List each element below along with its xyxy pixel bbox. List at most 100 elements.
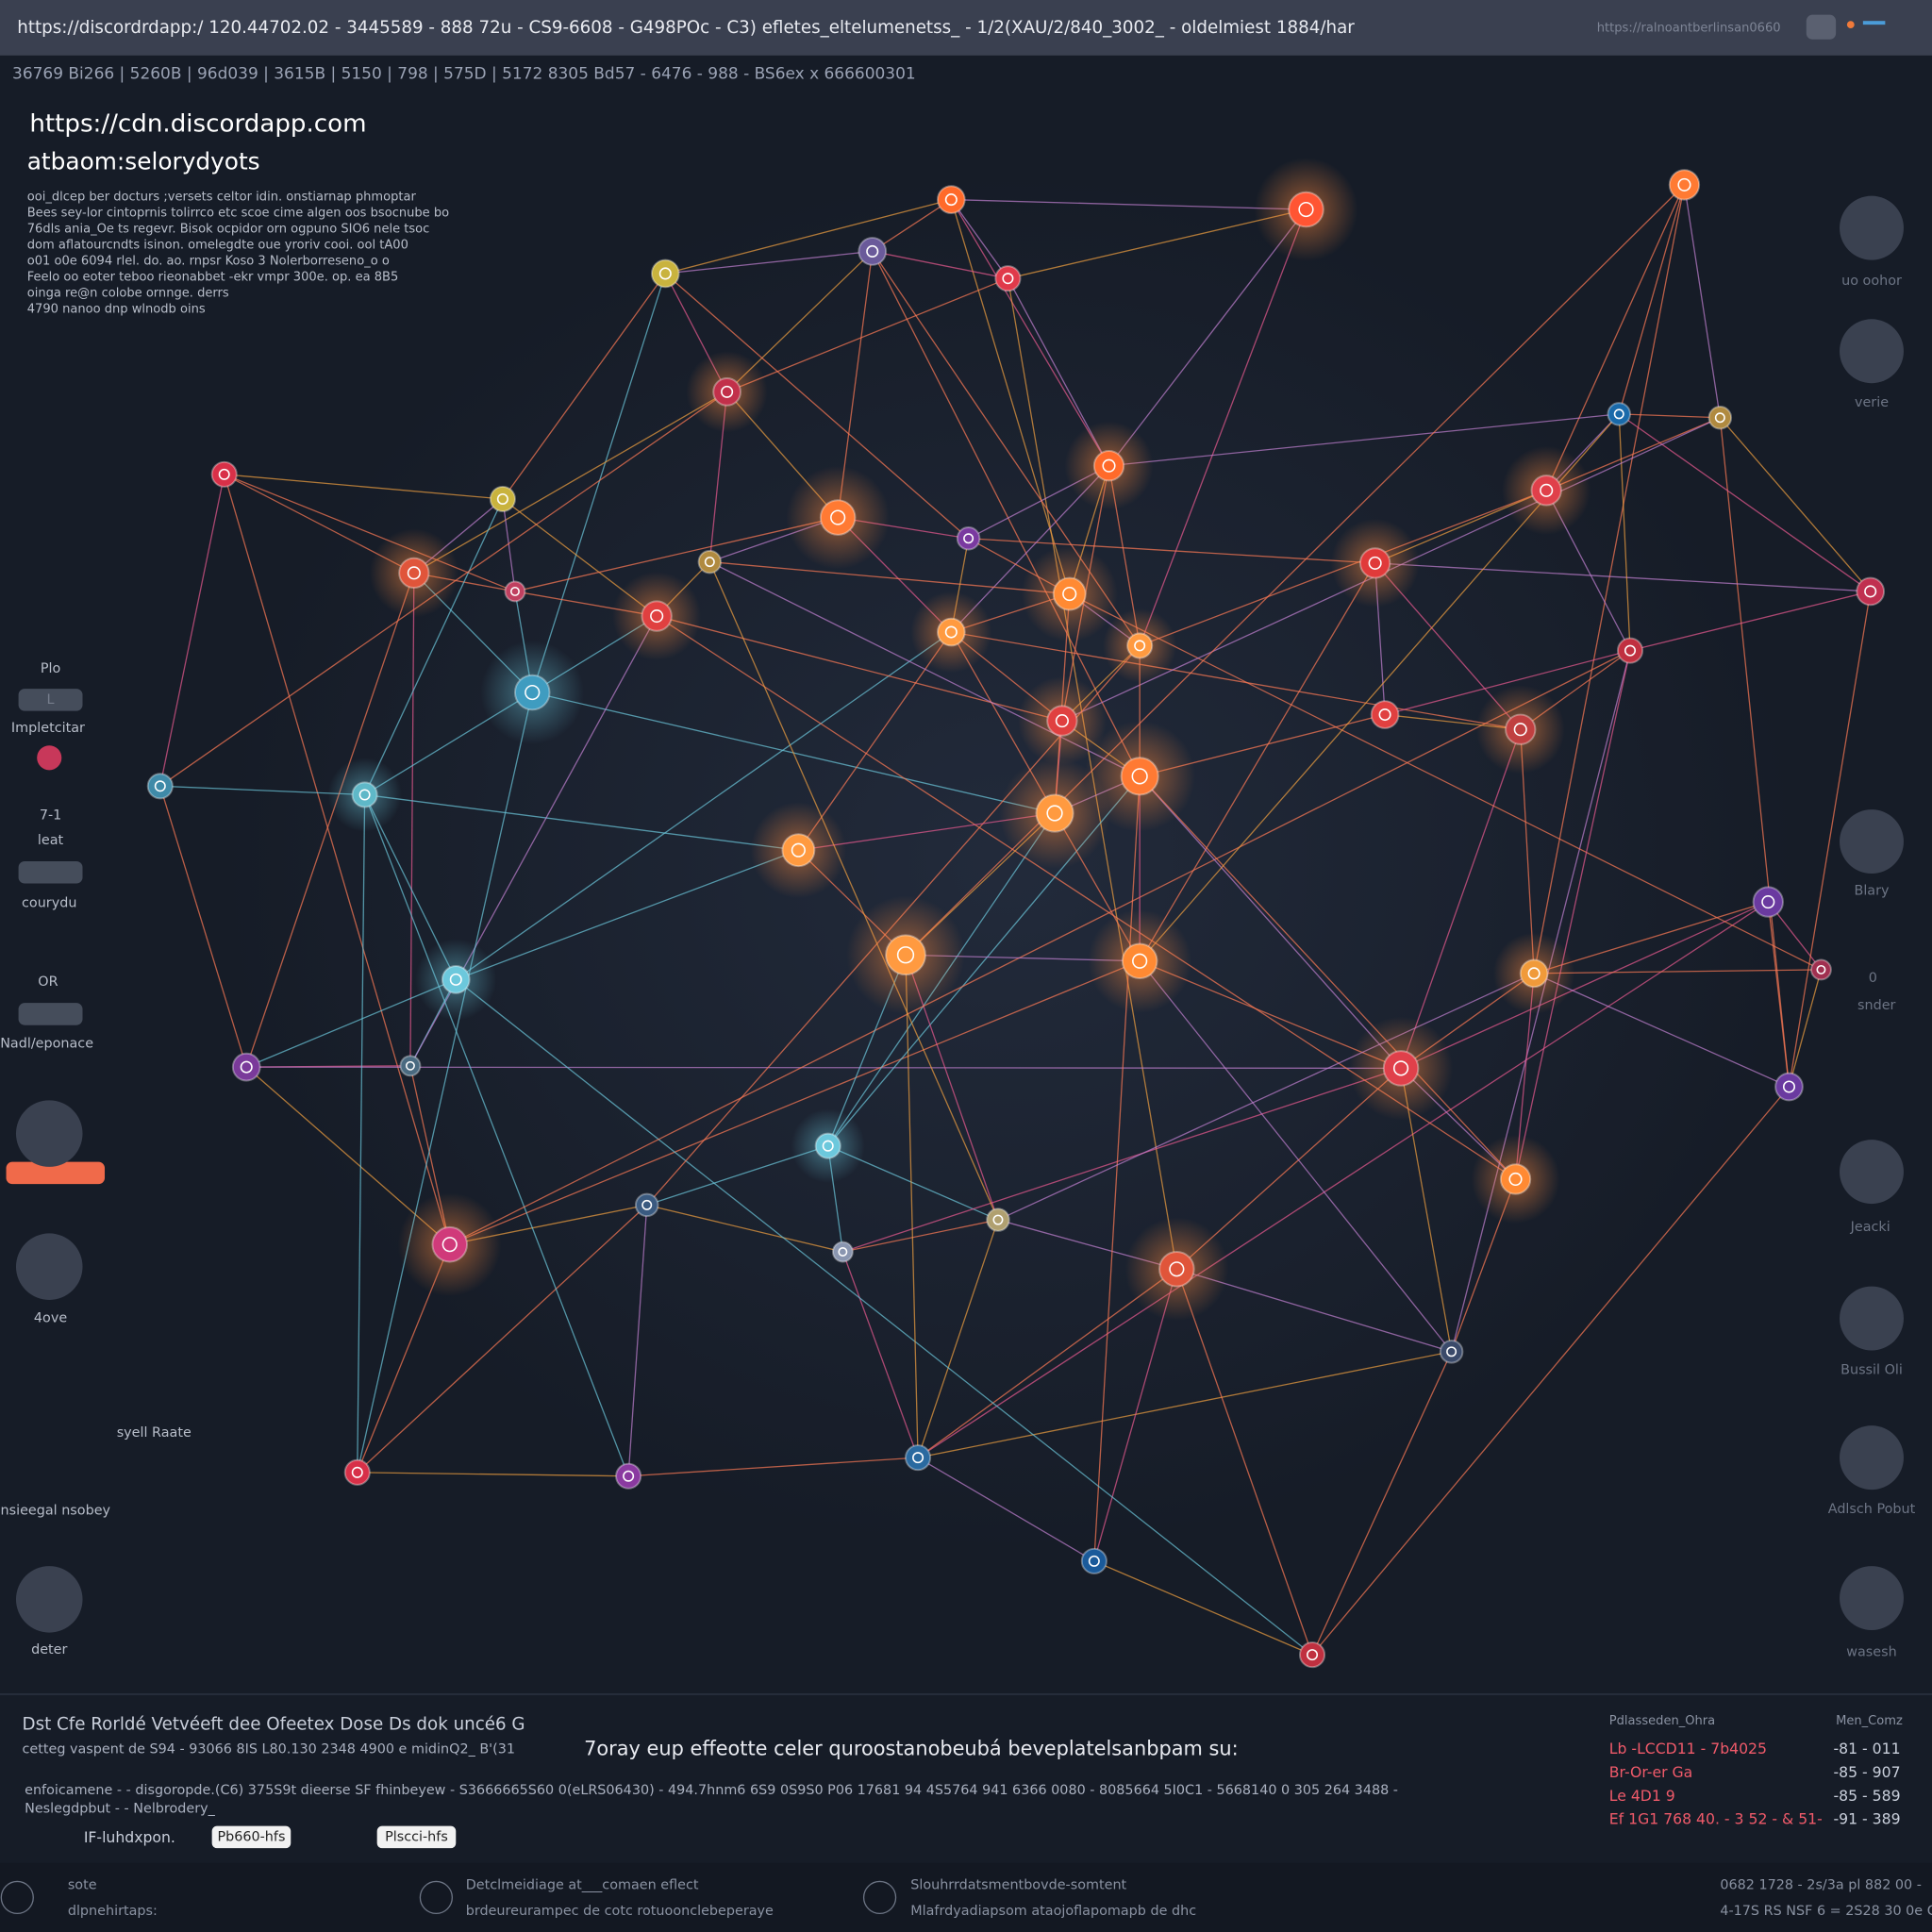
- edge: [531, 273, 666, 693]
- button[interactable]: [376, 1825, 457, 1849]
- node[interactable]: [712, 377, 741, 407]
- node[interactable]: [1370, 700, 1400, 729]
- side-button[interactable]: [1840, 195, 1904, 260]
- node[interactable]: [1530, 475, 1562, 507]
- edge: [159, 474, 225, 787]
- side-button[interactable]: [1840, 809, 1904, 874]
- side-button[interactable]: [15, 1100, 83, 1167]
- node[interactable]: [1298, 1641, 1326, 1669]
- edge: [1108, 413, 1620, 467]
- node[interactable]: [441, 965, 471, 994]
- node[interactable]: [956, 526, 981, 551]
- node[interactable]: [986, 1208, 1010, 1232]
- toggle[interactable]: [18, 689, 83, 711]
- footer-text: sote: [68, 1877, 97, 1892]
- node[interactable]: [936, 617, 966, 647]
- side-button[interactable]: [1840, 1566, 1904, 1630]
- node[interactable]: [1052, 576, 1087, 611]
- node[interactable]: [1120, 757, 1159, 796]
- node[interactable]: [489, 485, 516, 513]
- toggle[interactable]: [18, 1003, 83, 1025]
- node[interactable]: [905, 1444, 932, 1472]
- node[interactable]: [885, 934, 926, 976]
- side-button[interactable]: [1840, 1140, 1904, 1205]
- edge: [409, 573, 415, 1066]
- edge: [1545, 184, 1686, 491]
- node[interactable]: [994, 265, 1022, 292]
- edge: [627, 1205, 648, 1476]
- button-label[interactable]: Pb660-hfs: [217, 1829, 285, 1844]
- node[interactable]: [210, 460, 238, 488]
- node-icon: [1088, 1555, 1100, 1567]
- node[interactable]: [1035, 793, 1074, 833]
- node[interactable]: [1668, 169, 1701, 201]
- node-icon: [496, 492, 508, 505]
- edge: [1093, 775, 1141, 1561]
- node[interactable]: [146, 773, 174, 800]
- node[interactable]: [1121, 942, 1158, 980]
- node[interactable]: [398, 557, 430, 589]
- node[interactable]: [1616, 637, 1644, 664]
- edge: [1139, 562, 1376, 962]
- node[interactable]: [1439, 1340, 1464, 1364]
- footer-icon[interactable]: [862, 1880, 897, 1915]
- node[interactable]: [615, 1462, 642, 1490]
- node[interactable]: [431, 1225, 468, 1263]
- node[interactable]: [697, 549, 723, 575]
- node[interactable]: [231, 1052, 261, 1082]
- node[interactable]: [1080, 1547, 1108, 1574]
- node[interactable]: [1607, 402, 1631, 426]
- node[interactable]: [831, 1241, 854, 1263]
- side-button[interactable]: [1840, 319, 1904, 384]
- footer-icon[interactable]: [0, 1880, 34, 1915]
- node[interactable]: [814, 1132, 841, 1159]
- node[interactable]: [1810, 958, 1832, 981]
- node[interactable]: [1382, 1050, 1420, 1087]
- node[interactable]: [504, 580, 526, 603]
- node[interactable]: [650, 258, 680, 289]
- node[interactable]: [513, 674, 551, 711]
- node[interactable]: [1856, 576, 1886, 607]
- node[interactable]: [819, 499, 857, 536]
- node[interactable]: [1707, 406, 1733, 430]
- edge: [1400, 729, 1522, 1069]
- node[interactable]: [1288, 191, 1324, 228]
- node[interactable]: [399, 1055, 422, 1077]
- edge: [709, 560, 1070, 595]
- footer-text: Detclmeidiage at___comaen eflect: [466, 1877, 699, 1892]
- edge: [1374, 562, 1871, 592]
- node[interactable]: [1752, 886, 1784, 918]
- node-icon: [896, 946, 915, 964]
- footer: [0, 1862, 1932, 1932]
- tab-icon[interactable]: [1806, 14, 1837, 40]
- toggle[interactable]: [6, 1161, 106, 1185]
- node[interactable]: [781, 833, 816, 868]
- node[interactable]: [858, 237, 888, 266]
- node[interactable]: [1126, 632, 1154, 659]
- node[interactable]: [1046, 705, 1078, 737]
- side-button[interactable]: [1840, 1425, 1904, 1491]
- node[interactable]: [1499, 1163, 1532, 1195]
- edge: [1618, 184, 1686, 415]
- node[interactable]: [1774, 1072, 1804, 1102]
- footer-icon[interactable]: [419, 1880, 453, 1915]
- node[interactable]: [1519, 958, 1549, 989]
- button[interactable]: [211, 1825, 291, 1849]
- node[interactable]: [1505, 713, 1537, 745]
- node[interactable]: [1358, 547, 1391, 579]
- node[interactable]: [641, 600, 673, 632]
- edge: [1069, 592, 1822, 971]
- side-button[interactable]: [15, 1233, 83, 1300]
- toggle[interactable]: [18, 860, 83, 884]
- node-icon: [838, 1247, 848, 1257]
- node[interactable]: [343, 1458, 371, 1486]
- node[interactable]: [1092, 450, 1125, 482]
- button-label[interactable]: Plscci-hfs: [385, 1829, 448, 1844]
- node[interactable]: [351, 781, 378, 808]
- node[interactable]: [936, 185, 966, 214]
- node[interactable]: [634, 1192, 659, 1218]
- node[interactable]: [1158, 1251, 1195, 1288]
- edge: [872, 250, 1008, 279]
- side-button[interactable]: [15, 1566, 83, 1633]
- side-button[interactable]: [1840, 1286, 1904, 1351]
